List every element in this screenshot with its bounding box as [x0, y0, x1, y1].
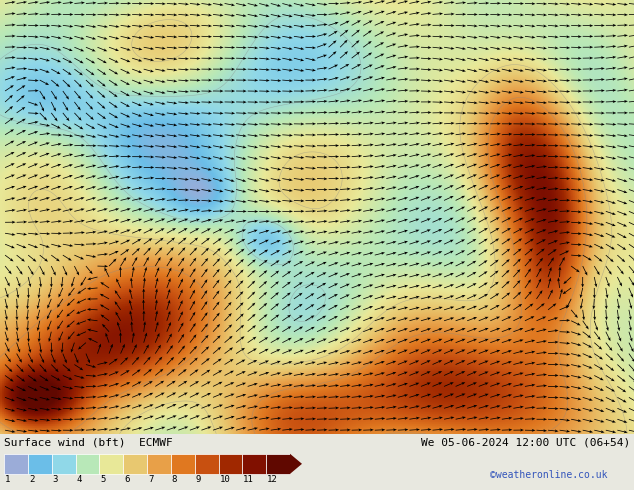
Polygon shape [290, 454, 302, 474]
Bar [100, 454, 123, 474]
Text: 5: 5 [100, 475, 106, 484]
Bar [51, 454, 75, 474]
Bar [28, 454, 51, 474]
Bar [171, 454, 195, 474]
Text: ©weatheronline.co.uk: ©weatheronline.co.uk [490, 470, 607, 480]
Bar [75, 454, 100, 474]
Text: 3: 3 [53, 475, 58, 484]
Text: We 05-06-2024 12:00 UTC (06+54): We 05-06-2024 12:00 UTC (06+54) [421, 438, 630, 448]
Text: 12: 12 [267, 475, 278, 484]
Text: 1: 1 [5, 475, 10, 484]
Bar [147, 454, 171, 474]
Text: 2: 2 [29, 475, 34, 484]
Text: 9: 9 [196, 475, 201, 484]
Bar [242, 454, 266, 474]
Bar [219, 454, 242, 474]
Text: Surface wind (bft)  ECMWF: Surface wind (bft) ECMWF [4, 438, 172, 448]
Bar [266, 454, 290, 474]
Text: 11: 11 [243, 475, 254, 484]
Bar [4, 454, 28, 474]
Text: 6: 6 [124, 475, 129, 484]
Text: 8: 8 [172, 475, 178, 484]
Bar [123, 454, 147, 474]
Text: 7: 7 [148, 475, 153, 484]
Text: 4: 4 [77, 475, 82, 484]
Bar [195, 454, 219, 474]
Text: 10: 10 [219, 475, 230, 484]
